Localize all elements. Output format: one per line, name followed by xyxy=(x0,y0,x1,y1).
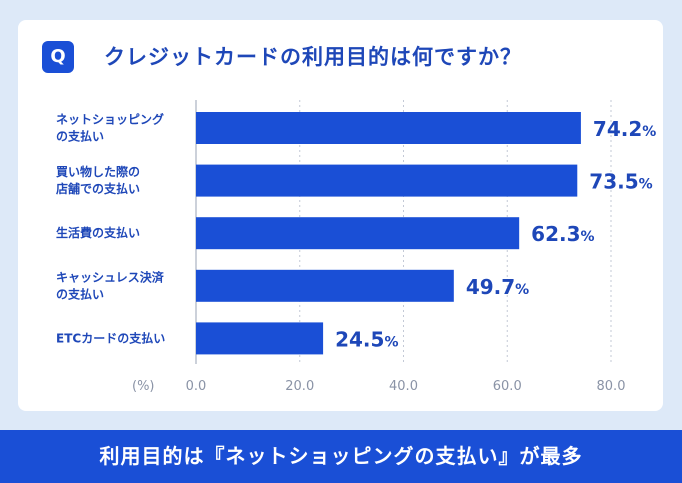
axis-unit-label: (%) xyxy=(132,379,155,394)
tick-label: 40.0 xyxy=(389,379,418,394)
bar xyxy=(196,322,324,355)
bar xyxy=(196,112,581,144)
value-label: 73.5% xyxy=(589,170,652,194)
question-badge: Q xyxy=(42,41,74,73)
category-label: の支払い xyxy=(56,286,104,301)
value-label: 62.3% xyxy=(531,222,594,246)
category-label: 店舗での支払い xyxy=(56,181,140,196)
category-label: ETCカードの支払い xyxy=(56,330,165,345)
bar xyxy=(196,269,454,302)
tick-label: 80.0 xyxy=(597,379,626,394)
category-label: 買い物した際の xyxy=(56,164,140,179)
value-label: 49.7% xyxy=(466,275,529,299)
tick-label: 60.0 xyxy=(493,379,522,394)
category-label: キャッシュレス決済 xyxy=(56,269,165,284)
question-title: クレジットカードの利用目的は何ですか？ xyxy=(104,45,522,69)
bar xyxy=(196,164,578,197)
category-label: ネットショッピング xyxy=(56,112,164,127)
value-label: 24.5% xyxy=(335,327,398,351)
tick-label: 20.0 xyxy=(285,379,314,394)
bar xyxy=(196,217,520,250)
value-label: 74.2% xyxy=(593,117,656,141)
tick-label: 0.0 xyxy=(186,379,207,394)
category-label: の支払い xyxy=(56,129,104,144)
summary-banner: 利用目的は『ネットショッピングの支払い』が最多 xyxy=(0,430,682,483)
chart-card: Q クレジットカードの利用目的は何ですか？ xyxy=(18,20,663,411)
category-label: 生活費の支払い xyxy=(56,225,140,240)
